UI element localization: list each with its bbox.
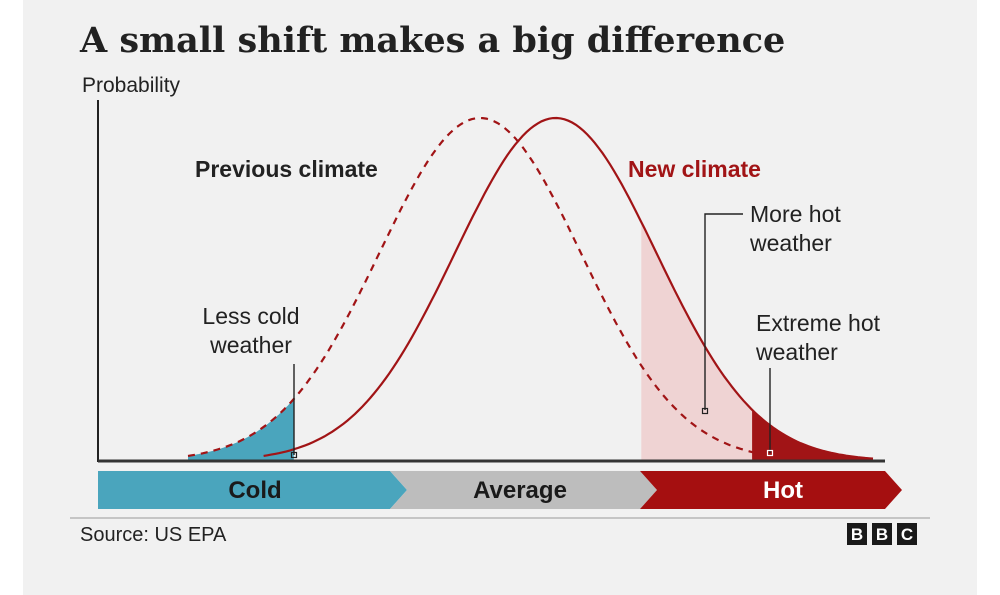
annotation-more-hot-line1: More hot — [750, 201, 841, 227]
annotation-less-cold-line1: Less cold — [202, 303, 299, 329]
band-label-hot: Hot — [763, 477, 803, 504]
more-hot-area — [641, 222, 873, 461]
series-previous-climate — [187, 116, 778, 458]
extreme-hot-area — [752, 409, 873, 461]
svg-text:B: B — [851, 525, 863, 544]
series-label-new: New climate — [628, 156, 761, 182]
band-average — [390, 471, 657, 509]
more-hot-marker — [701, 407, 709, 415]
annotation-extreme-hot-line2: weather — [755, 339, 838, 365]
series-label-previous: Previous climate — [195, 156, 378, 182]
chart-card: A small shift makes a big difference Pro… — [23, 0, 977, 595]
annotation-more-hot-line2: weather — [749, 230, 832, 256]
band-label-cold: Cold — [228, 477, 281, 504]
annotation-extreme-hot-line1: Extreme hot — [756, 310, 881, 336]
y-axis-label: Probability — [82, 74, 181, 97]
band-label-average: Average — [473, 477, 567, 504]
chart-svg: A small shift makes a big difference Pro… — [70, 20, 930, 546]
more-hot-leader — [704, 213, 743, 410]
less-cold-area — [188, 399, 294, 461]
chart-title: A small shift makes a big difference — [79, 20, 785, 61]
series-new-climate — [263, 116, 874, 460]
band-hot — [640, 471, 902, 509]
annotation-less-cold-line2: weather — [209, 332, 292, 358]
bbc-logo: B B C — [847, 523, 917, 545]
less-cold-marker — [290, 451, 298, 459]
svg-text:B: B — [876, 525, 888, 544]
band-cold — [98, 471, 407, 509]
source-text: Source: US EPA — [80, 524, 227, 546]
svg-text:C: C — [901, 525, 913, 544]
extreme-hot-marker — [766, 449, 774, 457]
